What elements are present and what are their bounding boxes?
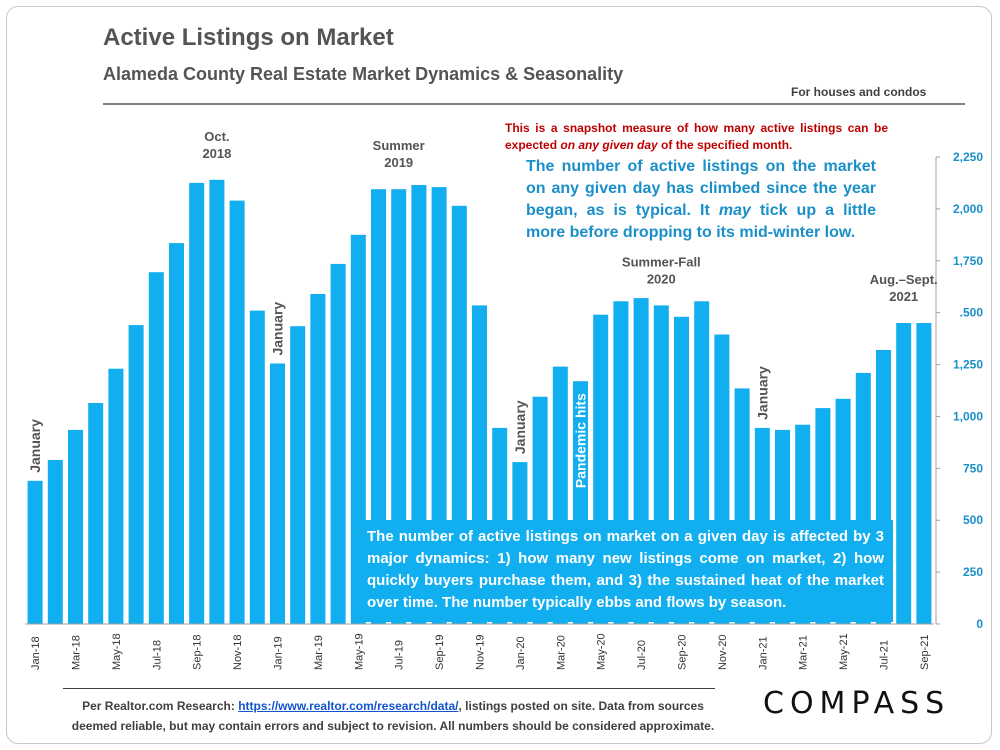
y-tick-1750: 1,750 (953, 254, 983, 268)
annotation-oct-2018: Oct. 2018 (202, 129, 231, 161)
bar-feb-19 (290, 326, 306, 624)
annotation-line: Oct. (204, 129, 229, 144)
bar-sep-18 (189, 182, 205, 624)
bar-jun-19 (371, 189, 386, 624)
annotation-pandemic-hits: Pandemic hits (573, 393, 589, 488)
bar-jul-18 (148, 272, 164, 624)
x-tick-jul-20: Jul-20 (636, 640, 648, 670)
snapshot-note-emphasis: on any given day (560, 138, 658, 152)
trend-note-text: The number of active listings on the mar… (526, 158, 876, 219)
bar-apr-19 (330, 263, 346, 624)
bar-jan-18 (27, 480, 43, 624)
bar-aug-19 (411, 185, 427, 624)
y-tick-2000: 2,000 (953, 202, 983, 216)
x-tick-nov-20: Nov-20 (717, 635, 729, 670)
annotation-january: January (270, 302, 286, 356)
bar-jan-19 (270, 363, 285, 624)
x-tick-may-21: May-21 (838, 633, 850, 670)
x-tick-sep-20: Sep-20 (677, 635, 689, 670)
bar-jun-18 (128, 325, 144, 624)
y-axis: 0 250 500 750 1,000 1,250 .500 1,750 2,000 2,250 (935, 150, 984, 631)
y-tick-250: 250 (963, 565, 983, 579)
y-tick-2250: 2,250 (953, 150, 983, 164)
x-tick-jul-19: Jul-19 (394, 640, 406, 670)
annotation-summer-fall-2020: Summer-Fall 2020 (622, 254, 701, 286)
x-tick-jan-18: Jan-18 (30, 636, 42, 670)
dynamics-info-box: The number of active listings on market … (358, 520, 893, 622)
trend-note-end: tick up a little more before dropping to… (526, 202, 876, 241)
bar-aug-18 (169, 243, 184, 624)
x-tick-mar-20: Mar-20 (555, 635, 567, 670)
annotation-aug-sept-2021: Aug.–Sept. 2021 (870, 272, 938, 304)
x-tick-nov-18: Nov-18 (232, 635, 244, 670)
bar-oct-19 (451, 205, 467, 625)
trend-note-emphasis: may (718, 202, 751, 219)
page-title: Active Listings on Market (103, 24, 394, 51)
annotation-line: 2019 (384, 155, 413, 170)
x-tick-mar-18: Mar-18 (71, 635, 83, 670)
title-divider (103, 103, 965, 105)
annotation-january: January (27, 419, 43, 473)
x-tick-may-20: May-20 (596, 633, 608, 670)
x-tick-jan-19: Jan-19 (273, 636, 285, 670)
page-subtitle: Alameda County Real Estate Market Dynami… (103, 64, 624, 84)
bar-sep-21 (916, 323, 932, 624)
annotation-line: Summer (373, 138, 425, 153)
source-link[interactable]: https://www.realtor.com/research/data/ (238, 699, 459, 713)
bar-sep-19 (431, 187, 447, 624)
bar-may-18 (108, 368, 124, 624)
annotation-line: Aug.–Sept. (870, 272, 938, 287)
annotation-january: January (512, 400, 528, 454)
bar-mar-19 (310, 294, 326, 624)
x-tick-jul-21: Jul-21 (879, 640, 891, 670)
trend-note: The number of active listings on the mar… (526, 156, 876, 244)
x-tick-jul-18: Jul-18 (151, 640, 163, 670)
bar-mar-18 (68, 429, 83, 624)
y-tick-750: 750 (963, 461, 983, 475)
bar-oct-18 (209, 179, 225, 625)
annotation-line: 2021 (889, 289, 918, 304)
x-tick-nov-19: Nov-19 (475, 635, 487, 670)
annotation-line: 2020 (647, 271, 676, 286)
y-tick-500: 500 (963, 513, 983, 527)
source-footer: Per Realtor.com Research: https://www.re… (63, 696, 723, 736)
bar-aug-21 (896, 323, 912, 624)
x-tick-jan-21: Jan-21 (757, 636, 769, 670)
annotation-january: January (754, 366, 770, 420)
annotation-summer-2019: Summer 2019 (373, 138, 425, 170)
footer-prefix: Per Realtor.com Research: (82, 699, 239, 713)
x-tick-may-19: May-19 (353, 633, 365, 670)
slide-frame (6, 6, 992, 744)
footer-divider (63, 688, 715, 689)
x-tick-mar-19: Mar-19 (313, 635, 325, 670)
snapshot-note: This is a snapshot measure of how many a… (505, 120, 888, 154)
x-tick-sep-18: Sep-18 (192, 635, 204, 670)
annotation-line: 2018 (202, 146, 231, 161)
footer-suffix: , listings posted on site. Data from sou… (71, 699, 715, 733)
y-tick-1250: 1,250 (953, 358, 983, 372)
annotation-line: Summer-Fall (622, 254, 701, 269)
x-tick-sep-19: Sep-19 (434, 635, 446, 670)
x-axis: Jan-18 Mar-18 May-18 Jul-18 Sep-18 Nov-18 Jan-… (25, 623, 934, 670)
bar-dec-18 (249, 310, 265, 624)
compass-logo: COMPASS (763, 686, 951, 721)
bar-nov-18 (229, 200, 245, 624)
y-tick-0: 0 (976, 617, 983, 631)
y-tick-1500: .500 (960, 306, 984, 320)
snapshot-note-text: This is a snapshot measure of how many a… (505, 121, 888, 152)
x-tick-jan-20: Jan-20 (515, 636, 527, 670)
bar-feb-18 (47, 460, 63, 624)
chart-annotations: January January January January Pandemic hit… (27, 129, 938, 488)
y-tick-1000: 1,000 (953, 409, 983, 423)
snapshot-note-end: of the specified month. (657, 138, 793, 152)
x-tick-mar-21: Mar-21 (798, 635, 810, 670)
x-tick-may-18: May-18 (111, 633, 123, 670)
x-tick-sep-21: Sep-21 (919, 635, 931, 670)
bar-apr-18 (88, 403, 104, 624)
bar-jul-19 (391, 189, 407, 624)
scope-note: For houses and condos (791, 85, 927, 99)
